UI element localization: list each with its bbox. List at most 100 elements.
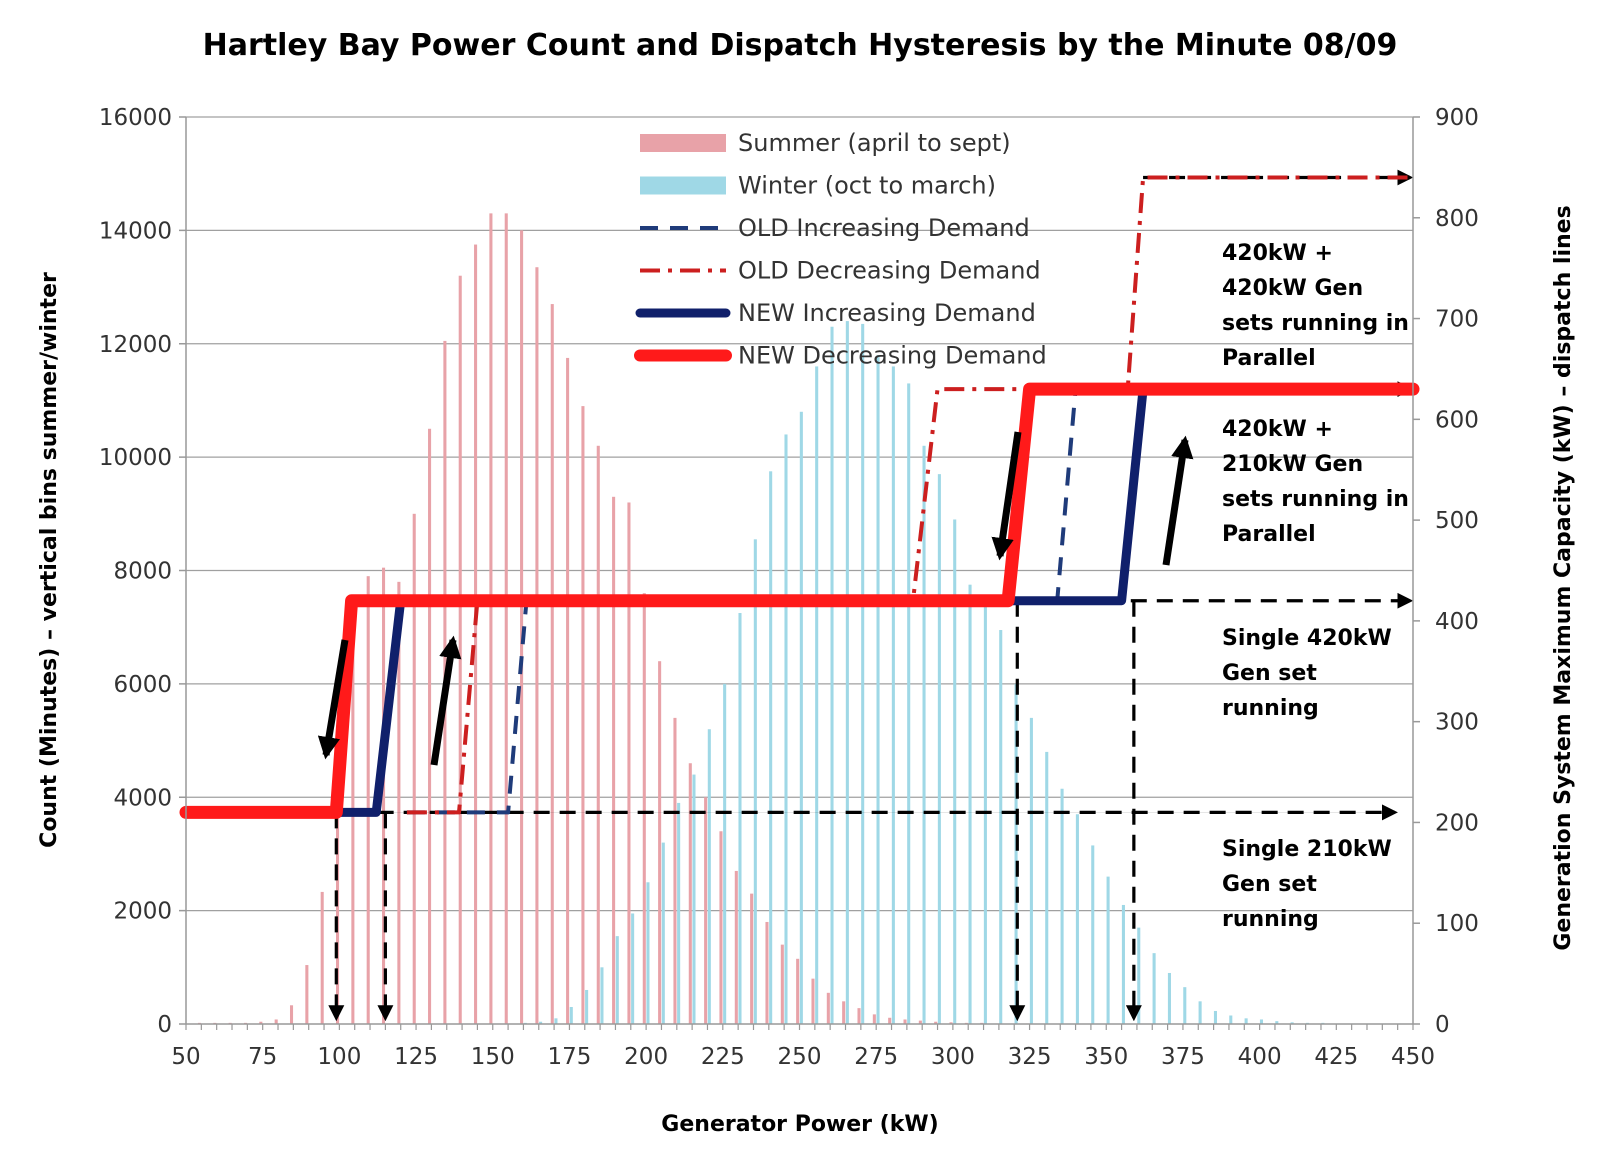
annotation-line: running xyxy=(1222,696,1319,721)
winter-bar xyxy=(661,842,665,1024)
winter-bar xyxy=(738,613,742,1024)
x-tick-label: 150 xyxy=(471,1044,515,1070)
winter-bar xyxy=(937,474,941,1025)
summer-bar xyxy=(351,615,355,1024)
summer-bar xyxy=(934,1021,938,1024)
summer-bar xyxy=(274,1019,278,1024)
y2-tick-label: 300 xyxy=(1435,710,1479,736)
annotation-line: Parallel xyxy=(1222,346,1316,371)
winter-bar xyxy=(876,355,880,1024)
annotation-line: sets running in xyxy=(1222,487,1409,512)
x-tick-label: 225 xyxy=(701,1044,745,1070)
annotation-line: 420kW + xyxy=(1222,241,1333,266)
winter-bar xyxy=(907,383,911,1024)
summer-bar xyxy=(458,275,462,1025)
winter-bar xyxy=(1244,1018,1248,1024)
summer-bar xyxy=(627,502,631,1025)
annotation-4: Single 210kW Gen set running xyxy=(1222,837,1392,932)
annotation-line: 420kW Gen xyxy=(1222,276,1363,301)
winter-bar xyxy=(1167,972,1171,1024)
winter-bar xyxy=(539,1021,543,1024)
legend-label-summer-april-to-sept: Summer (april to sept) xyxy=(738,129,1011,157)
x-tick-label: 425 xyxy=(1314,1044,1358,1070)
summer-bar xyxy=(412,513,416,1024)
annotation-1: 420kW + 420kW Gen sets running in Parallel xyxy=(1222,241,1409,371)
legend-swatch-summer-april-to-sept xyxy=(640,134,726,152)
x-tick-label: 75 xyxy=(248,1044,277,1070)
summer-bar xyxy=(918,1020,922,1024)
winter-bar xyxy=(1060,788,1064,1024)
winter-bar xyxy=(1137,927,1141,1024)
summer-bar xyxy=(382,567,386,1024)
x-tick-label: 175 xyxy=(547,1044,591,1070)
annotation-line: Single 420kW xyxy=(1222,626,1392,651)
summer-bar xyxy=(888,1017,892,1024)
winter-bar xyxy=(585,989,589,1024)
x-tick-label: 250 xyxy=(778,1044,822,1070)
summer-bar xyxy=(642,593,646,1024)
summer-bar xyxy=(796,958,800,1024)
winter-bar xyxy=(799,411,803,1024)
summer-bar xyxy=(780,944,784,1024)
x-tick-label: 125 xyxy=(394,1044,438,1070)
winter-bar xyxy=(1075,814,1079,1024)
legend-label-old-increasing-demand: OLD Increasing Demand xyxy=(738,214,1030,242)
winter-bar xyxy=(723,683,727,1024)
summer-bar xyxy=(734,870,738,1024)
summer-bar xyxy=(704,797,708,1024)
x-tick-label: 450 xyxy=(1391,1044,1435,1070)
y2-tick-label: 0 xyxy=(1435,1012,1450,1038)
x-tick-label: 275 xyxy=(854,1044,898,1070)
winter-bar xyxy=(554,1018,558,1024)
summer-bar xyxy=(535,267,539,1024)
winter-bar xyxy=(953,519,957,1024)
y2-axis-label: Generation System Maximum Capacity (kW) … xyxy=(1551,205,1576,950)
y2-tick-label: 900 xyxy=(1435,105,1479,131)
summer-bar xyxy=(305,965,309,1024)
winter-bar xyxy=(569,1006,573,1024)
winter-bar xyxy=(1229,1015,1233,1024)
x-axis-label: Generator Power (kW) xyxy=(661,1112,938,1137)
legend-label-old-decreasing-demand: OLD Decreasing Demand xyxy=(738,257,1041,285)
legend-swatch-winter-oct-to-march xyxy=(640,176,726,195)
annotation-line: Single 210kW xyxy=(1222,837,1392,862)
summer-bar xyxy=(688,763,692,1024)
annotation-line: Parallel xyxy=(1222,522,1316,547)
x-tick-label: 100 xyxy=(317,1044,361,1070)
summer-bar xyxy=(872,1014,876,1024)
x-tick-label: 350 xyxy=(1084,1044,1128,1070)
x-tick-label: 400 xyxy=(1238,1044,1282,1070)
legend: Summer (april to sept) Winter (oct to mar… xyxy=(634,129,1047,370)
annotation-line: Gen set xyxy=(1222,661,1317,686)
winter-bar xyxy=(1213,1010,1217,1024)
annotation-line: sets running in xyxy=(1222,311,1409,336)
hysteresis-arrow-down xyxy=(317,639,349,760)
winter-bar xyxy=(1029,717,1033,1024)
summer-bar xyxy=(842,1001,846,1024)
dispatch-lines-layer xyxy=(179,175,1420,819)
bars-layer xyxy=(197,213,1402,1025)
winter-bar xyxy=(1183,987,1187,1024)
y2-tick-label: 100 xyxy=(1435,911,1479,937)
summer-bar xyxy=(750,893,754,1024)
y2-tick-label: 400 xyxy=(1435,609,1479,635)
summer-bar xyxy=(504,213,508,1024)
summer-bar xyxy=(658,661,662,1024)
annotation-line: 420kW + xyxy=(1222,417,1333,442)
summer-bar xyxy=(397,581,401,1024)
summer-bar xyxy=(612,496,616,1024)
annotation-line: running xyxy=(1222,907,1319,932)
winter-bar xyxy=(600,967,604,1024)
winter-bar xyxy=(631,913,635,1024)
old-decreasing-demand-line xyxy=(406,175,1413,815)
winter-bar xyxy=(861,323,865,1024)
legend-label-new-decreasing-demand: NEW Decreasing Demand xyxy=(738,342,1047,370)
y-tick-label: 4000 xyxy=(113,785,172,811)
winter-bar xyxy=(707,729,711,1024)
winter-bar xyxy=(753,539,757,1024)
winter-bar xyxy=(692,774,696,1024)
summer-bar xyxy=(259,1021,263,1024)
y-tick-label: 2000 xyxy=(113,899,172,925)
winter-bar xyxy=(1091,845,1095,1024)
